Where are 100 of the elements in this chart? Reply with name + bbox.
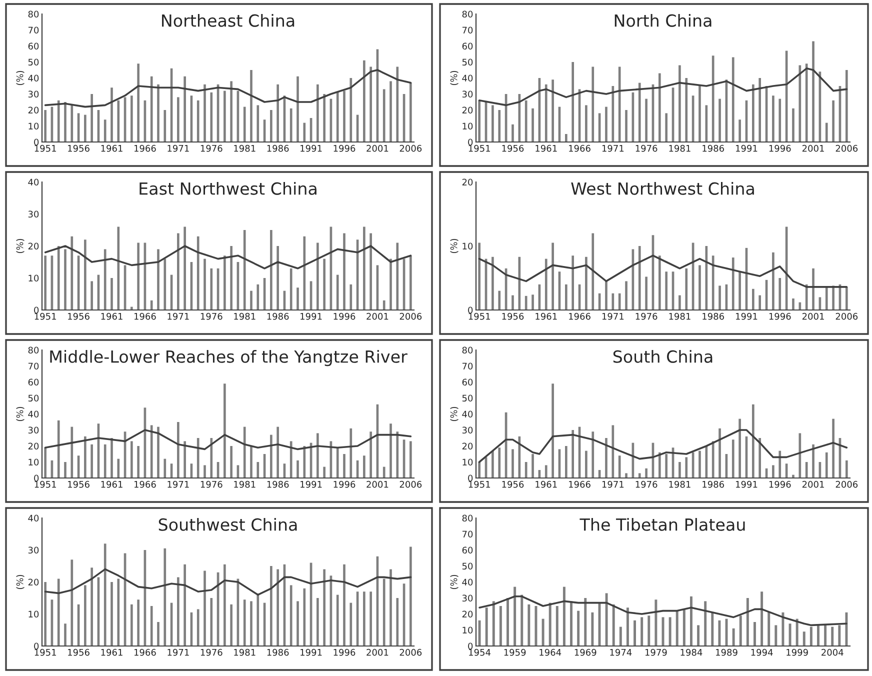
- y-tick-label: 0: [34, 138, 39, 146]
- bar: [363, 592, 366, 646]
- bar: [343, 90, 346, 142]
- x-tick-label: 1966: [134, 144, 156, 152]
- bar: [323, 466, 326, 478]
- bar: [802, 632, 806, 646]
- bar: [712, 56, 714, 142]
- bar: [805, 462, 808, 478]
- x-tick-label: 1986: [267, 480, 289, 488]
- bar: [390, 569, 392, 646]
- bar: [256, 284, 260, 310]
- bar: [697, 625, 700, 646]
- y-tick-label: 0: [468, 642, 473, 650]
- x-tick-label: 1966: [134, 312, 156, 320]
- bar: [705, 446, 708, 478]
- y-tick-label: 70: [28, 362, 39, 370]
- bar: [44, 448, 46, 478]
- bar: [524, 462, 528, 478]
- bar: [276, 84, 279, 142]
- bar: [137, 600, 140, 646]
- bar: [625, 473, 628, 478]
- bar: [177, 233, 180, 310]
- x-tick-label: 1961: [101, 312, 122, 320]
- x-tick-label: 1961: [101, 480, 122, 488]
- bar: [506, 598, 509, 646]
- y-tick-label: 20: [462, 442, 473, 450]
- bar: [498, 110, 501, 142]
- bar: [177, 577, 180, 646]
- y-axis-title: (%): [450, 70, 458, 86]
- bar: [544, 465, 548, 478]
- bar: [648, 616, 650, 646]
- bar: [130, 441, 133, 478]
- bar: [390, 258, 392, 310]
- bar: [758, 438, 762, 478]
- bar: [256, 594, 260, 646]
- bar: [303, 122, 306, 142]
- x-tick-label: 2006: [400, 312, 422, 320]
- line-series: [44, 568, 412, 596]
- bar: [184, 76, 186, 142]
- x-tick-label: 1971: [602, 480, 624, 488]
- bar: [410, 82, 412, 142]
- x-tick-label: 1981: [669, 144, 690, 152]
- x-tick-label: 2006: [836, 312, 858, 320]
- bar: [845, 460, 848, 478]
- bar: [90, 568, 93, 646]
- bar: [752, 288, 754, 310]
- bar: [296, 460, 299, 478]
- x-tick-label: 1971: [602, 144, 624, 152]
- bar: [336, 594, 339, 646]
- bar: [243, 106, 246, 142]
- bar: [382, 300, 386, 310]
- bar: [130, 96, 133, 142]
- bar: [612, 425, 614, 478]
- bar: [528, 604, 530, 646]
- y-tick-label: 0: [468, 306, 473, 314]
- bar: [645, 98, 648, 142]
- bar: [224, 256, 226, 310]
- bar: [117, 458, 120, 478]
- x-tick-label: 1956: [502, 312, 524, 320]
- bar: [150, 76, 153, 142]
- y-tick-label: 20: [462, 610, 473, 618]
- bar: [512, 449, 514, 478]
- bar: [64, 102, 66, 142]
- bar: [788, 624, 792, 646]
- bar: [323, 258, 326, 310]
- bar: [772, 252, 774, 310]
- y-tick-label: 70: [462, 26, 473, 34]
- bar: [752, 84, 754, 142]
- y-tick-label: 20: [462, 178, 473, 186]
- bar: [84, 585, 86, 646]
- x-tick-label: 1951: [34, 648, 56, 656]
- x-tick-label: 1986: [702, 480, 724, 488]
- x-tick-label: 1966: [134, 648, 156, 656]
- y-axis-title: (%): [16, 238, 24, 254]
- bar: [542, 618, 544, 646]
- bar: [712, 256, 714, 310]
- bar: [478, 100, 481, 142]
- y-tick-label: 40: [462, 410, 473, 418]
- y-tick-label: 70: [462, 362, 473, 370]
- bar: [250, 290, 252, 310]
- bar: [84, 436, 86, 478]
- bar: [104, 544, 106, 646]
- y-tick-label: 30: [28, 546, 39, 554]
- y-tick-label: 40: [462, 74, 473, 82]
- bar: [658, 452, 661, 478]
- bar: [534, 606, 538, 646]
- bar: [678, 462, 681, 478]
- bar: [499, 606, 502, 646]
- bar: [370, 233, 372, 310]
- bar: [296, 601, 299, 646]
- bar: [250, 601, 252, 646]
- bar: [303, 446, 306, 478]
- bar: [110, 278, 113, 310]
- y-tick-label: 20: [462, 106, 473, 114]
- x-tick-label: 1969: [574, 648, 596, 656]
- x-tick-label: 1996: [769, 480, 791, 488]
- bar: [562, 586, 566, 646]
- x-tick-label: 1996: [334, 144, 356, 152]
- bar: [137, 446, 140, 478]
- bar: [410, 441, 412, 478]
